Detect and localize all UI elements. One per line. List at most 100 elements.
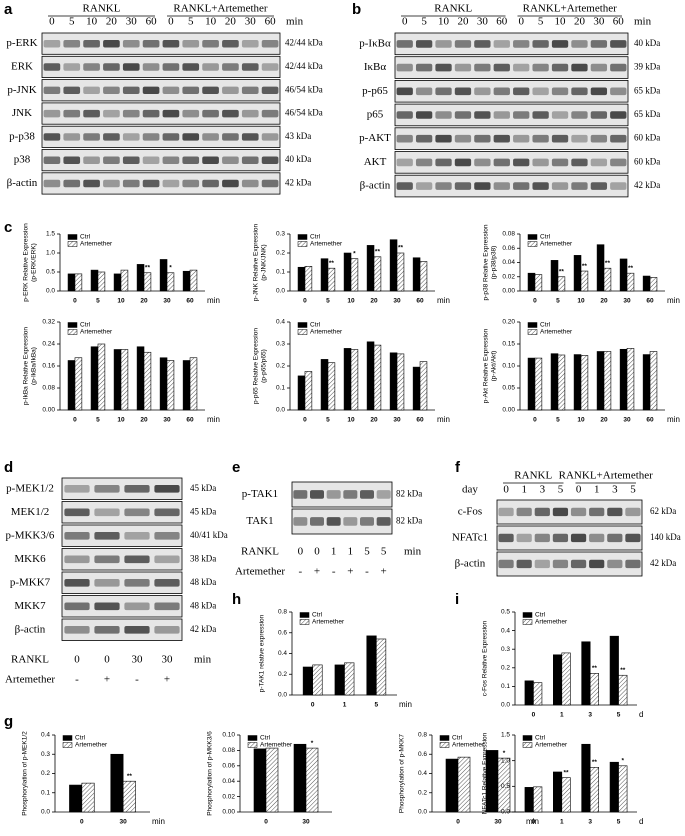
y-tick-label: 0.08 — [502, 231, 515, 238]
band — [83, 63, 100, 71]
row-label: MKK6 — [14, 553, 46, 565]
band — [589, 507, 605, 517]
blot-strip — [291, 481, 393, 508]
y-tick-label: 0.0 — [46, 288, 55, 295]
bar — [122, 780, 136, 813]
legend-label: Artemether — [535, 619, 568, 626]
legend-swatch — [62, 742, 73, 748]
band — [474, 40, 491, 48]
bar — [618, 765, 628, 813]
band — [396, 63, 413, 72]
band — [454, 111, 472, 119]
significance: ** — [145, 264, 151, 271]
band — [202, 39, 219, 48]
bar — [159, 357, 168, 411]
significance: ** — [127, 773, 133, 780]
band — [571, 158, 588, 167]
significance: * — [311, 740, 314, 747]
condition-value: - — [135, 674, 139, 686]
band — [122, 86, 140, 95]
bar — [573, 255, 582, 292]
row-label: β-actin — [455, 558, 486, 570]
bar — [396, 252, 405, 292]
y-tick-label: 0.4 — [278, 650, 287, 657]
band — [241, 156, 259, 164]
band — [142, 86, 160, 95]
band — [552, 559, 569, 569]
bar — [305, 747, 319, 813]
bar — [524, 680, 534, 706]
y-tick-label: 0.16 — [42, 363, 55, 370]
band — [552, 507, 569, 517]
band — [532, 87, 549, 96]
y-tick-label: 1.5 — [501, 732, 510, 739]
bar — [320, 258, 329, 292]
band — [222, 63, 239, 71]
band — [142, 109, 160, 118]
y-tick-label: 0.3 — [276, 231, 285, 238]
band — [571, 111, 588, 119]
band — [415, 158, 433, 167]
band — [64, 485, 90, 493]
band — [202, 109, 219, 118]
row-label: IκBα — [364, 61, 387, 73]
group-label: RANKL — [434, 3, 472, 15]
y-tick-label: 0.3 — [276, 341, 285, 348]
row-label: p38 — [14, 154, 31, 166]
bar — [419, 361, 428, 411]
bar — [366, 341, 375, 411]
band — [103, 63, 120, 71]
x-unit: min — [437, 296, 450, 305]
lane-label: 60 — [613, 16, 625, 28]
band — [124, 626, 150, 634]
x-tick-label: 0 — [533, 298, 537, 305]
condition-value: - — [298, 566, 302, 578]
bar — [553, 654, 563, 706]
x-tick-label: 0 — [73, 417, 77, 424]
band — [454, 40, 472, 48]
bar — [527, 272, 536, 292]
y-tick-label: 0.0 — [501, 702, 510, 709]
band — [435, 134, 452, 143]
y-tick-label: 0.05 — [502, 385, 515, 392]
lane-unit: min — [286, 16, 304, 28]
x-unit: min — [207, 415, 220, 424]
bar — [524, 787, 534, 813]
x-unit: min — [437, 415, 450, 424]
y-tick-label: 0.1 — [276, 385, 285, 392]
band — [474, 134, 491, 143]
legend-label: Artemether — [452, 742, 485, 749]
y-tick-label: 0.04 — [502, 259, 515, 266]
band — [63, 39, 81, 48]
band — [64, 579, 90, 587]
x-tick-label: 3 — [588, 819, 592, 826]
band — [154, 485, 180, 493]
row-label: TAK1 — [246, 515, 273, 527]
band — [103, 156, 120, 164]
condition-unit: min — [404, 546, 422, 558]
y-axis-label: Phosphorylation of p-MKK7 — [399, 734, 406, 814]
kda-label: 82 kDa — [396, 489, 422, 499]
band — [162, 179, 180, 188]
significance: ** — [398, 245, 404, 252]
condition-value: 0 — [298, 546, 304, 558]
kda-label: 46/54 kDa — [285, 108, 323, 118]
band — [415, 111, 433, 119]
x-tick-label: 20 — [140, 417, 148, 424]
condition-value: - — [75, 674, 79, 686]
condition-value: + — [164, 674, 170, 686]
band — [513, 87, 530, 96]
bar — [265, 747, 279, 813]
y-tick-label: 0.10 — [222, 732, 235, 739]
blot-strip — [291, 508, 393, 535]
band — [293, 490, 308, 499]
blot-strip — [61, 571, 183, 594]
y-tick-label: 0.5 — [501, 609, 510, 616]
legend-swatch — [67, 234, 78, 240]
band — [261, 63, 279, 71]
group-label: RANKL+Artemether — [173, 3, 268, 15]
bar — [343, 252, 352, 292]
band — [551, 134, 569, 143]
y-tick-label: 0.0 — [278, 692, 287, 699]
legend-label: Ctrl — [540, 322, 551, 329]
